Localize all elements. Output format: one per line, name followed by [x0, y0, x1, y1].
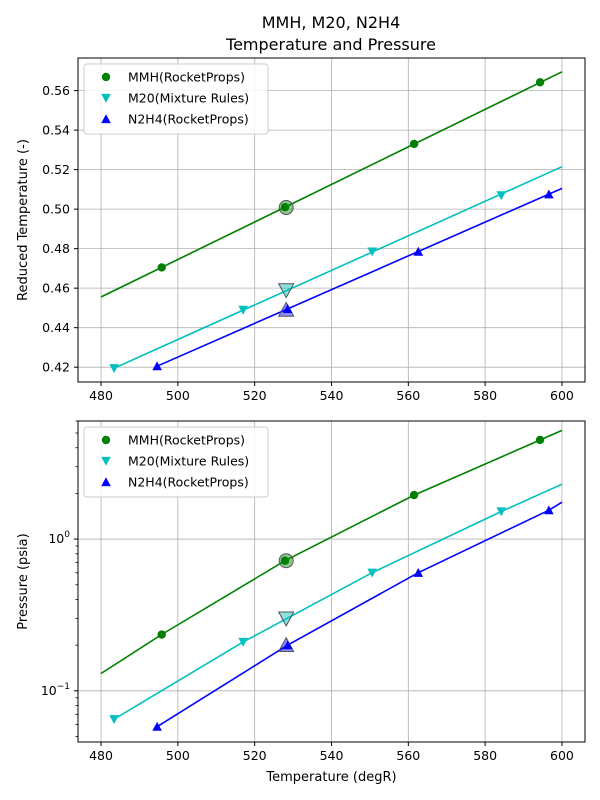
data-point	[544, 505, 554, 515]
x-tick-label: 520	[243, 748, 267, 763]
y-tick-label: 0.42	[42, 360, 70, 375]
y-tick-label: 0.54	[42, 123, 70, 138]
y-tick-label: 0.48	[42, 241, 70, 256]
data-point	[535, 435, 545, 445]
data-point	[109, 364, 119, 373]
data-point	[367, 247, 378, 257]
series-line	[113, 165, 563, 369]
legend-marker	[101, 477, 111, 487]
x-tick-label: 600	[550, 748, 574, 763]
y-tick-label: 0.46	[42, 281, 70, 296]
data-point	[238, 637, 248, 647]
legend-label: MMH(RocketProps)	[128, 433, 245, 448]
y-tick-label: 10−1	[41, 682, 70, 698]
y-tick-label: 0.56	[42, 83, 70, 98]
legend-label: N2H4(RocketProps)	[128, 112, 249, 127]
legend-marker	[101, 435, 111, 445]
data-point	[367, 568, 378, 578]
highlight-point	[277, 611, 295, 627]
highlight-point	[277, 283, 295, 299]
grid	[78, 58, 585, 382]
x-tick-label: 480	[89, 748, 113, 763]
y-tick-label: 0.44	[42, 320, 70, 335]
legend-label: M20(Mixture Rules)	[128, 454, 249, 469]
data-point	[152, 721, 162, 731]
data-point	[109, 715, 119, 725]
legend-marker	[101, 456, 111, 466]
series-line	[113, 483, 563, 720]
legend: MMH(RocketProps) M20(Mixture Rules) N2H4(R…	[83, 63, 269, 135]
y-tick-label: 0.52	[42, 162, 70, 177]
data-point	[238, 305, 248, 315]
x-axis-label: Temperature (degR)	[265, 770, 396, 785]
legend-label: MMH(RocketProps)	[128, 70, 245, 85]
data-point	[496, 507, 507, 517]
pressure-chart: 480 500 520 540 560 580 600 10−1 100 Pressure (ps…	[16, 420, 586, 785]
plot-area	[100, 429, 563, 731]
data-point	[413, 246, 424, 256]
data-point	[282, 304, 293, 313]
series-line	[156, 187, 563, 367]
legend-box	[83, 63, 269, 135]
x-tick-label: 560	[396, 748, 420, 763]
y-tick-label: 100	[48, 530, 70, 546]
x-tick-label: 580	[473, 388, 497, 403]
legend-marker	[101, 93, 111, 103]
x-tick-label: 500	[166, 748, 190, 763]
title-line-2: Temperature and Pressure	[225, 35, 436, 54]
data-point	[535, 78, 545, 87]
x-tick-label: 480	[89, 388, 113, 403]
x-tick-label: 580	[473, 748, 497, 763]
series-line	[100, 71, 563, 298]
x-tick-label: 540	[320, 388, 344, 403]
data-point	[157, 263, 166, 272]
series-line	[156, 501, 563, 728]
y-axis-label: Reduced Temperature (-)	[16, 139, 31, 301]
legend-label: N2H4(RocketProps)	[128, 475, 249, 490]
x-tick-label: 520	[243, 388, 267, 403]
x-tick-label: 600	[550, 388, 574, 403]
y-tick-label: 0.50	[42, 202, 70, 217]
plot-area	[100, 71, 563, 373]
x-tick-label: 540	[320, 748, 344, 763]
x-tick-label: 560	[396, 388, 420, 403]
data-point	[409, 139, 419, 149]
x-tick-label: 500	[166, 388, 190, 403]
data-point	[152, 361, 162, 371]
reduced-temperature-chart: 480 500 520 540 560 580 600 0.42 0.44 0.46 0.48 0.5…	[16, 57, 586, 403]
legend: MMH(RocketProps) M20(Mixture Rules) N2H4(R…	[83, 426, 269, 498]
data-point	[157, 630, 166, 639]
data-point	[282, 640, 293, 650]
data-point	[544, 189, 554, 199]
data-point	[413, 567, 424, 577]
y-axis-label: Pressure (psia)	[16, 533, 31, 629]
title-line-1: MMH, M20, N2H4	[262, 13, 401, 32]
data-point	[280, 556, 290, 565]
legend-box	[83, 426, 269, 498]
legend-marker	[101, 114, 111, 124]
data-point	[409, 490, 419, 500]
legend-marker	[101, 72, 111, 82]
data-point	[280, 202, 290, 212]
data-point	[496, 191, 507, 201]
legend-label: M20(Mixture Rules)	[128, 91, 249, 106]
